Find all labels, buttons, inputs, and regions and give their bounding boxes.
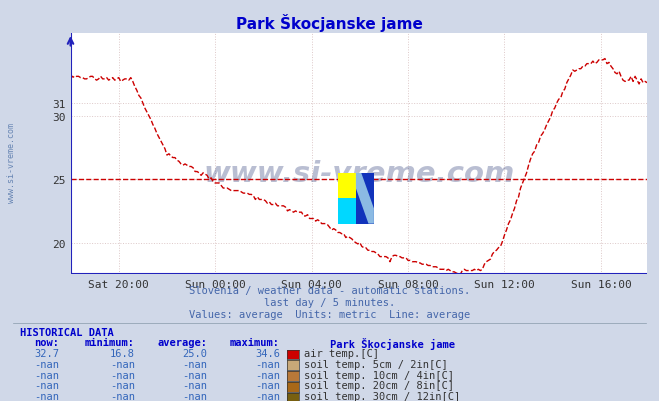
Polygon shape [356,173,374,224]
Text: www.si-vreme.com: www.si-vreme.com [7,122,16,203]
Text: 34.6: 34.6 [255,348,280,358]
Bar [337,199,356,224]
Text: Park Škocjanske jame: Park Škocjanske jame [330,338,455,350]
Text: -nan: -nan [34,391,59,401]
Text: -nan: -nan [110,391,135,401]
Text: -nan: -nan [110,381,135,391]
Text: Values: average  Units: metric  Line: average: Values: average Units: metric Line: aver… [189,310,470,320]
Text: -nan: -nan [110,370,135,380]
Text: last day / 5 minutes.: last day / 5 minutes. [264,298,395,308]
Text: minimum:: minimum: [85,338,135,348]
Text: -nan: -nan [34,359,59,369]
Text: HISTORICAL DATA: HISTORICAL DATA [20,327,113,337]
Text: Slovenia / weather data - automatic stations.: Slovenia / weather data - automatic stat… [189,286,470,296]
Polygon shape [356,173,374,224]
Text: soil temp. 5cm / 2in[C]: soil temp. 5cm / 2in[C] [304,359,448,369]
Text: -nan: -nan [255,391,280,401]
Text: -nan: -nan [34,370,59,380]
Text: -nan: -nan [183,359,208,369]
Text: -nan: -nan [34,381,59,391]
Text: -nan: -nan [255,370,280,380]
Text: soil temp. 10cm / 4in[C]: soil temp. 10cm / 4in[C] [304,370,455,380]
Text: air temp.[C]: air temp.[C] [304,348,380,358]
Text: -nan: -nan [255,381,280,391]
Text: Park Škocjanske jame: Park Škocjanske jame [236,14,423,32]
Text: soil temp. 30cm / 12in[C]: soil temp. 30cm / 12in[C] [304,391,461,401]
Text: 32.7: 32.7 [34,348,59,358]
Text: -nan: -nan [183,370,208,380]
Text: 25.0: 25.0 [183,348,208,358]
Text: -nan: -nan [183,391,208,401]
Bar [337,173,356,199]
Text: now:: now: [34,338,59,348]
Text: average:: average: [158,338,208,348]
Text: -nan: -nan [183,381,208,391]
Text: soil temp. 20cm / 8in[C]: soil temp. 20cm / 8in[C] [304,381,455,391]
Text: www.si-vreme.com: www.si-vreme.com [203,160,515,188]
Text: maximum:: maximum: [230,338,280,348]
Text: -nan: -nan [255,359,280,369]
Text: 16.8: 16.8 [110,348,135,358]
Text: -nan: -nan [110,359,135,369]
